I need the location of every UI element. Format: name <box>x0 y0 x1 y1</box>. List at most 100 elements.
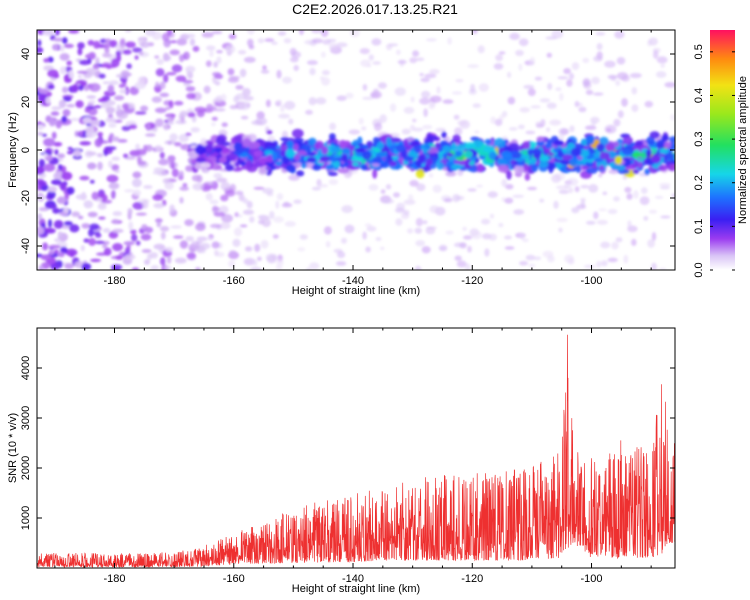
spectrogram-cell <box>325 241 331 248</box>
spectrogram-cell <box>551 174 562 183</box>
spectrogram-cell <box>317 184 329 188</box>
spectrogram-cell <box>90 258 102 263</box>
spectrogram-cell <box>522 238 529 243</box>
spectrogram-cell <box>250 266 262 270</box>
spectrogram-cell <box>74 130 80 137</box>
spectrogram-cell <box>234 212 239 218</box>
spectrogram-cell <box>75 100 84 108</box>
spectrogram-cell <box>593 92 604 96</box>
spectrogram-cell <box>533 256 542 261</box>
spectrogram-cell <box>63 43 74 49</box>
spectrogram-cell <box>170 225 182 229</box>
spectrogram-cell <box>81 263 89 270</box>
spectrogram-cell <box>362 96 374 100</box>
spectrogram-cell <box>140 41 150 48</box>
spectrogram-cell <box>352 139 360 146</box>
spectrogram-cell <box>471 230 482 240</box>
spectrogram-cell <box>570 147 582 157</box>
spectrogram-cell <box>123 241 135 246</box>
spectrogram-cell <box>134 55 139 60</box>
spectrogram-cell <box>596 260 602 268</box>
spectrogram-cell <box>214 108 226 112</box>
spectrogram-cell <box>395 218 403 226</box>
spectrogram-cell <box>71 211 81 217</box>
spectrogram-cell <box>293 199 302 204</box>
spectrogram-cell <box>112 243 123 252</box>
spectrogram-cell <box>205 60 212 67</box>
spectrogram-cell <box>103 43 110 50</box>
spectrogram-cell <box>627 220 632 229</box>
spectrogram-cell <box>341 205 353 214</box>
spectrogram-cell <box>323 226 332 235</box>
spectrogram-cell <box>66 186 75 195</box>
spectrogram-cell <box>417 154 426 163</box>
spectrogram-cell <box>112 211 123 217</box>
spectrogram-cell <box>426 135 439 142</box>
spectrogram-cell <box>646 136 656 146</box>
spectrogram-cell <box>600 241 611 249</box>
spectrogram-cell <box>524 173 531 181</box>
spectrogram-cell <box>227 77 239 83</box>
spectrogram-cell <box>362 231 367 240</box>
spectrogram-cell <box>607 208 618 215</box>
spectrogram-cell <box>352 162 359 167</box>
spectrogram-cell <box>266 130 273 135</box>
spectrogram-cell <box>282 155 290 165</box>
spectrogram-cell <box>307 137 317 147</box>
spectrogram-cell <box>138 51 144 56</box>
x-tick-label: -160 <box>223 275 245 287</box>
spectrogram-cell <box>321 51 326 58</box>
spectrogram-cell <box>135 212 147 216</box>
spectrogram-cell <box>403 209 410 216</box>
spectrogram-cell <box>205 193 213 201</box>
spectrogram-cell <box>247 38 254 47</box>
spectrogram-cell <box>164 55 172 61</box>
spectrogram-cell <box>85 67 96 77</box>
spectrogram-cell <box>568 72 575 80</box>
x-tick-label: -120 <box>461 275 483 287</box>
spectrogram-cell <box>328 179 339 185</box>
spectrogram-cell <box>52 37 65 42</box>
spectrogram-cell <box>37 226 45 235</box>
spectrogram-cell <box>54 30 60 36</box>
spectrogram-cell <box>101 101 111 109</box>
spectrogram-cell <box>48 117 56 127</box>
spectrogram-cell <box>385 184 392 190</box>
spectrogram-cell <box>111 164 120 171</box>
spectrogram-cell <box>546 127 551 133</box>
spectrogram-cell <box>464 263 471 270</box>
spectrogram-cell <box>169 49 180 56</box>
spectrogram-cell <box>239 68 247 78</box>
spectrogram-cell <box>519 261 529 266</box>
spectrogram-cell <box>50 111 60 116</box>
spectrogram-cell <box>337 251 346 259</box>
spectrogram-cell <box>203 85 211 94</box>
spectrogram-cell <box>87 211 98 218</box>
spectrogram-cell <box>68 70 74 79</box>
spectrogram-cell <box>212 206 221 212</box>
spectrogram-cell <box>312 164 322 171</box>
spectrogram-cell <box>225 164 234 172</box>
spectrogram-cell <box>607 257 618 263</box>
spectrogram-cell <box>390 103 397 112</box>
spectrogram-cell <box>97 161 103 171</box>
spectrogram-cell <box>201 32 214 38</box>
spectrogram-cell <box>425 38 437 42</box>
spectrogram-cell <box>509 32 520 41</box>
spectrogram-cell <box>596 143 605 152</box>
spectrogram-cell <box>412 50 420 57</box>
spectrogram-cell <box>614 30 625 39</box>
spectrogram-cell <box>128 124 138 130</box>
spectrogram-cell <box>63 96 72 102</box>
spectrogram-cell <box>169 133 178 142</box>
spectrogram-cell <box>97 203 107 210</box>
spectrogram-cell <box>132 189 142 197</box>
spectrogram-cell <box>396 49 401 56</box>
spectrogram-cell <box>412 118 417 123</box>
spectrogram-cell <box>200 183 212 192</box>
spectrogram-cell <box>213 172 223 179</box>
spectrogram-cell <box>89 83 101 92</box>
spectrogram-cell <box>116 104 122 114</box>
spectrogram-cell <box>191 240 204 245</box>
spectrogram-cell <box>407 228 414 234</box>
